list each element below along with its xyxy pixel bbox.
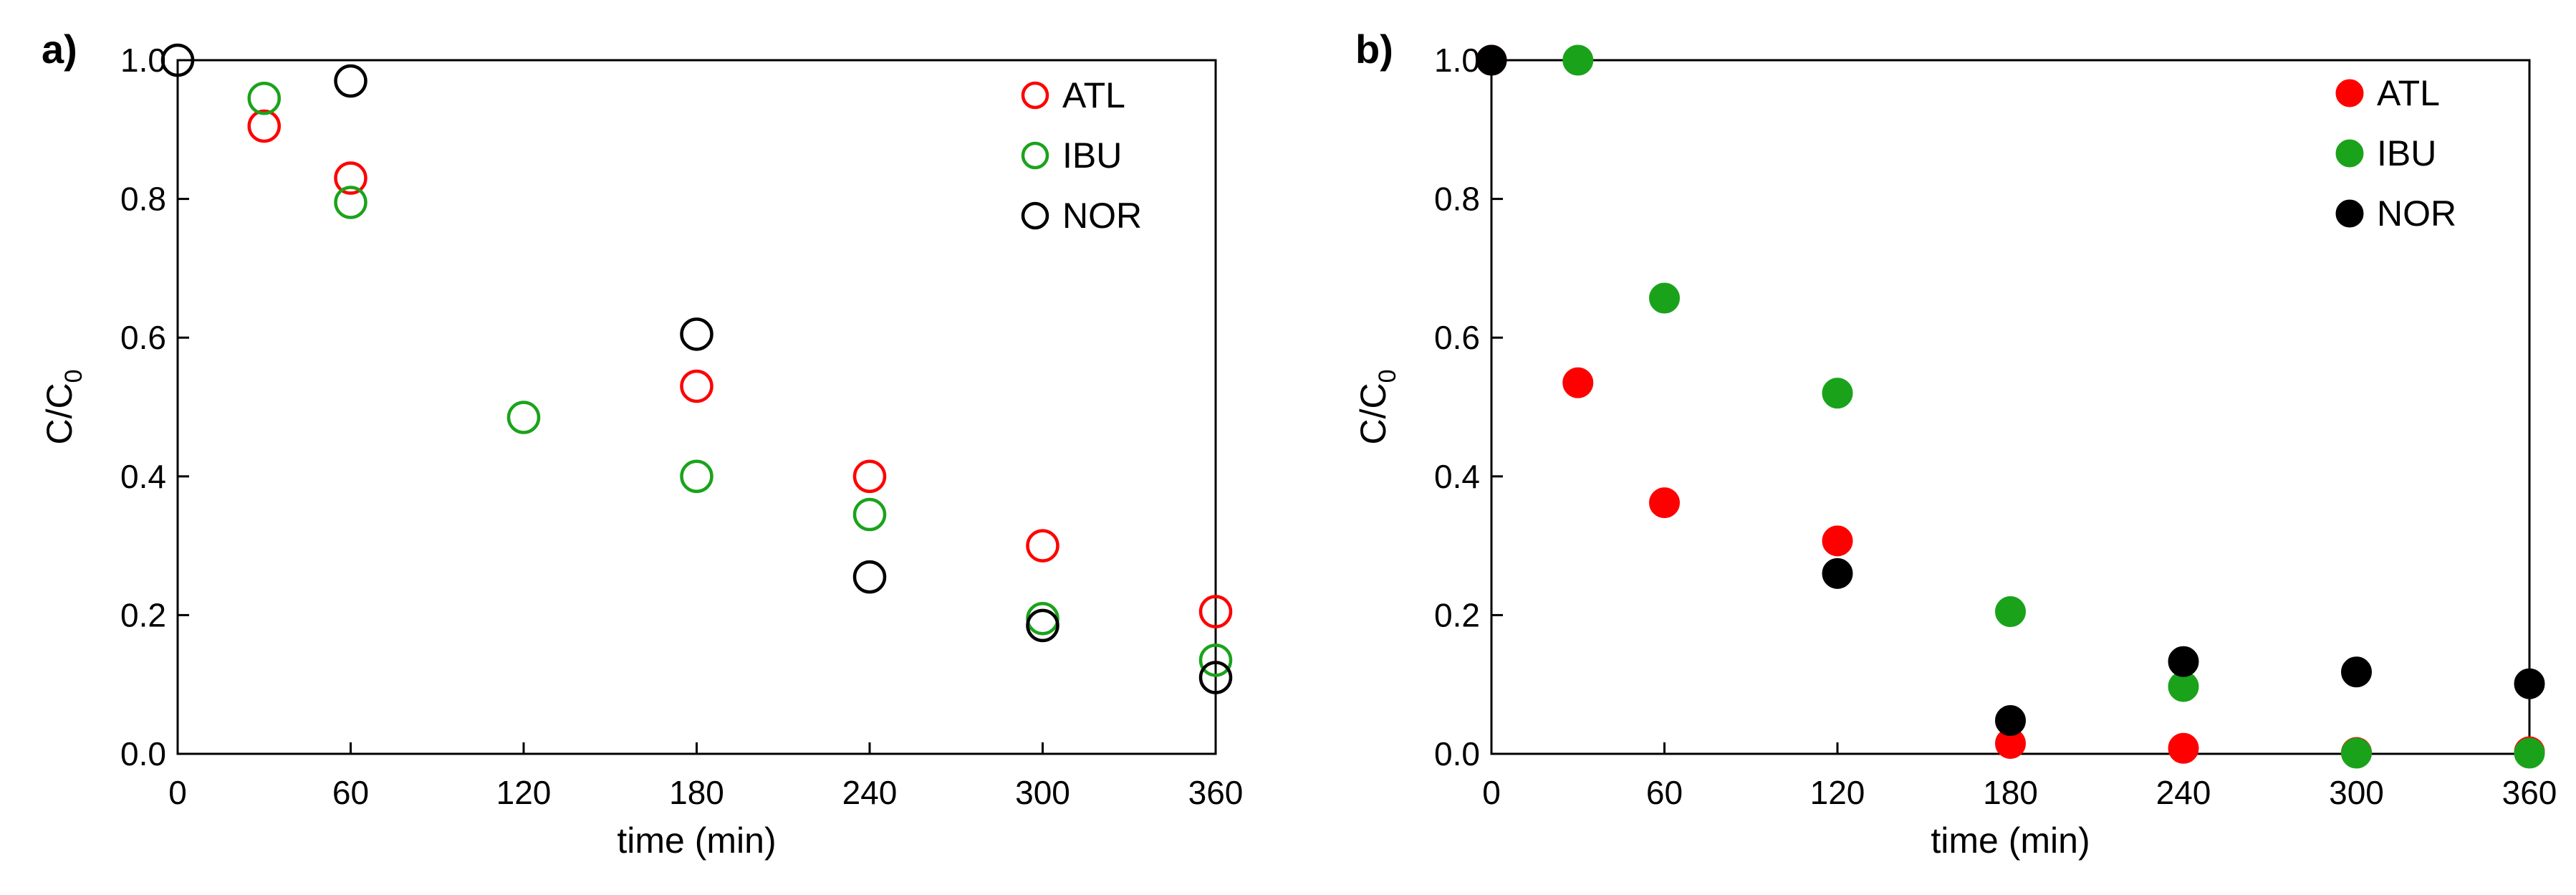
data-point-nor — [160, 43, 195, 77]
data-point-nor — [2168, 646, 2199, 677]
data-point-nor — [2514, 668, 2545, 699]
x-tick-label: 60 — [332, 774, 369, 811]
data-point-ibu — [2514, 737, 2545, 769]
legend-label-nor: NOR — [1062, 196, 1142, 236]
data-point-atl — [1649, 487, 1680, 519]
y-tick-label: 0.8 — [120, 181, 166, 218]
data-point-atl — [852, 459, 887, 494]
x-axis-label: time (min) — [617, 820, 776, 861]
y-axis-label: C/C0 — [39, 369, 87, 444]
data-point-nor — [1198, 661, 1233, 694]
y-tick-label: 1.0 — [1434, 42, 1480, 79]
data-point-nor — [1476, 44, 1507, 76]
data-point-ibu — [1562, 44, 1594, 76]
x-axis-label: time (min) — [1931, 820, 2090, 861]
legend-label-atl: ATL — [1062, 75, 1125, 115]
data-point-nor — [852, 560, 887, 594]
series-atl — [247, 109, 1233, 628]
data-point-nor — [1026, 608, 1059, 643]
y-tick-label: 0.4 — [1434, 458, 1480, 495]
data-point-ibu — [852, 497, 887, 532]
data-point-atl — [247, 109, 281, 143]
series-nor — [1476, 44, 2545, 737]
series-ibu — [1562, 44, 2545, 769]
x-tick-label: 0 — [168, 774, 187, 811]
legend-marker-ibu — [2335, 139, 2364, 168]
data-point-ibu — [506, 401, 541, 434]
y-tick-label: 0.6 — [120, 319, 166, 356]
series-nor — [160, 43, 1233, 694]
y-axis-label-subscript: 0 — [60, 369, 87, 383]
y-axis-label: C/C0 — [1353, 369, 1401, 444]
data-point-atl — [334, 161, 367, 195]
x-tick-label: 360 — [1188, 774, 1244, 811]
x-tick-label: 180 — [669, 774, 724, 811]
legend-label-ibu: IBU — [1062, 135, 1122, 176]
y-tick-label: 0.6 — [1434, 319, 1480, 356]
y-axis-label-main: C/C — [1353, 383, 1393, 444]
legend-label-atl: ATL — [2377, 73, 2440, 113]
x-tick-label: 300 — [2329, 774, 2384, 811]
data-point-nor — [334, 64, 367, 98]
x-tick-label: 0 — [1482, 774, 1501, 811]
data-point-atl — [1562, 367, 1594, 398]
x-tick-label: 360 — [2502, 774, 2557, 811]
chart-b: 0 60 120 180 240 300 360 0.0 0.2 0.4 0.6 0.8 1.0 time… — [1353, 27, 2557, 861]
x-tick-label: 120 — [496, 774, 552, 811]
data-point-ibu — [680, 459, 713, 494]
y-tick-label: 1.0 — [120, 42, 166, 79]
data-point-nor — [1995, 705, 2026, 737]
data-point-ibu — [1198, 643, 1233, 677]
data-point-nor — [2341, 656, 2372, 688]
data-point-ibu — [1026, 601, 1059, 636]
data-point-atl — [1822, 525, 1853, 557]
plot-frame — [176, 59, 1217, 755]
legend-marker-atl — [2335, 79, 2364, 107]
legend: ATL IBU NOR — [1021, 75, 1142, 236]
x-tick-label: 240 — [2156, 774, 2211, 811]
x-tick-label: 240 — [842, 774, 898, 811]
y-tick-label: 0.8 — [1434, 181, 1480, 218]
legend-label-nor: NOR — [2377, 193, 2456, 234]
y-tick-label: 0.4 — [120, 458, 166, 495]
data-point-atl — [1198, 595, 1233, 628]
x-tick-label: 300 — [1015, 774, 1070, 811]
data-point-ibu — [2341, 737, 2372, 769]
y-tick-label: 0.2 — [1434, 596, 1480, 633]
data-point-atl — [2168, 732, 2199, 764]
y-axis-label-subscript: 0 — [1374, 369, 1401, 383]
chart-a: 0 60 120 180 240 300 360 0.0 0.2 0.4 0.6 0.8 1.0 time… — [39, 27, 1243, 861]
data-point-ibu — [1822, 378, 1853, 409]
data-point-nor — [680, 317, 713, 351]
x-tick-label: 120 — [1810, 774, 1865, 811]
y-tick-label: 0.0 — [120, 735, 166, 772]
data-point-atl — [1026, 529, 1059, 563]
x-tick-label: 60 — [1646, 774, 1683, 811]
legend-marker-ibu — [1021, 141, 1049, 170]
y-tick-label: 0.2 — [120, 596, 166, 633]
legend: ATL IBU NOR — [2335, 73, 2456, 234]
y-axis-label-main: C/C — [39, 383, 80, 444]
panel-label: b) — [1355, 27, 1393, 72]
y-tick-label: 0.0 — [1434, 735, 1480, 772]
data-point-nor — [1822, 557, 1853, 589]
data-point-ibu — [247, 81, 281, 115]
plot-frame — [1490, 59, 2531, 755]
legend-marker-atl — [1021, 81, 1049, 110]
x-tick-label: 180 — [1983, 774, 2038, 811]
legend-marker-nor — [2335, 199, 2364, 228]
data-point-ibu — [334, 186, 367, 219]
data-point-ibu — [1995, 596, 2026, 628]
legend-marker-nor — [1021, 201, 1049, 230]
data-point-ibu — [1649, 282, 1680, 314]
legend-label-ibu: IBU — [2377, 133, 2436, 173]
data-point-atl — [680, 369, 713, 403]
panel-label: a) — [42, 27, 77, 72]
